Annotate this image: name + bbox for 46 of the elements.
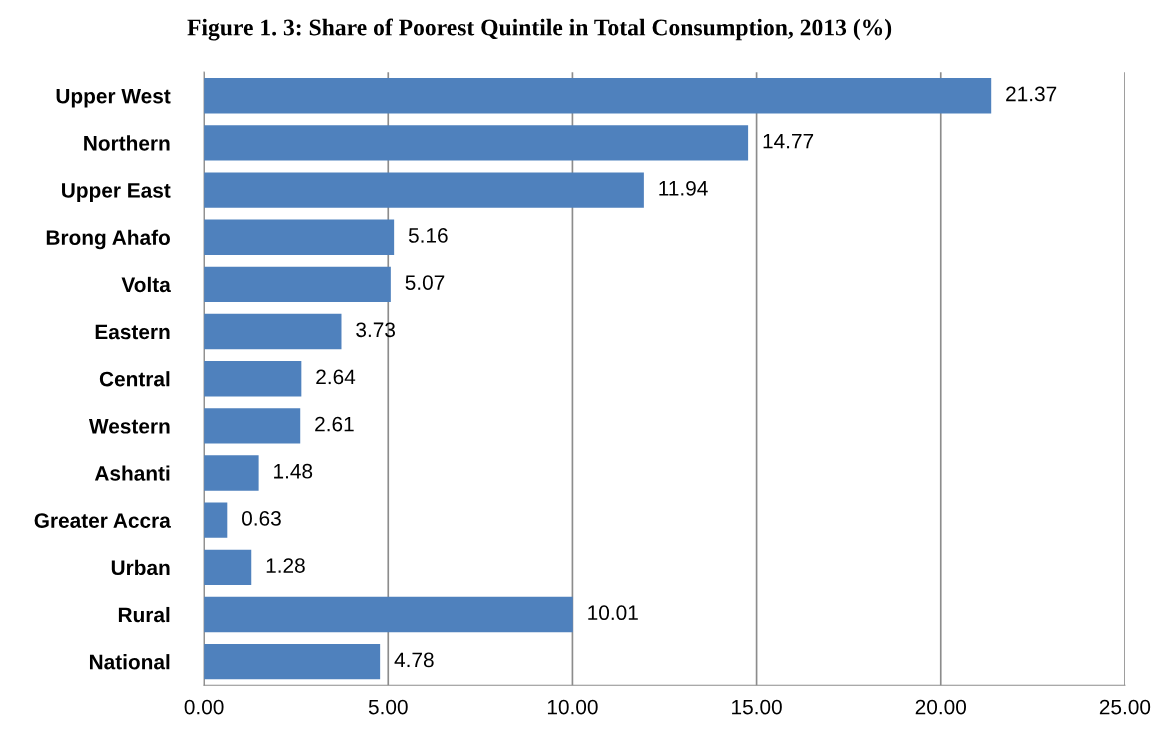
data-label: 4.78 bbox=[394, 652, 434, 668]
y-tick-label: Urban bbox=[111, 559, 170, 576]
data-label: 1.28 bbox=[266, 558, 305, 573]
y-tick-label: Upper West bbox=[56, 88, 171, 108]
bar bbox=[204, 408, 301, 444]
data-label: 21.37 bbox=[1006, 86, 1057, 102]
data-label: 11.94 bbox=[659, 180, 708, 196]
data-label: 2.64 bbox=[316, 369, 356, 385]
bar bbox=[204, 361, 302, 397]
chart-title: Figure 1. 3: Share of Poorest Quintile in Total Consumption, 2013 (%) bbox=[187, 18, 892, 41]
data-label: 2.61 bbox=[315, 416, 354, 432]
y-tick-label: National bbox=[89, 654, 170, 670]
y-tick-label: Volta bbox=[121, 276, 171, 293]
y-tick-label: Greater Accra bbox=[34, 513, 171, 528]
y-tick-label: Brong Ahafo bbox=[46, 229, 170, 250]
data-label: 14.77 bbox=[763, 133, 814, 149]
x-tick-label: 5.00 bbox=[368, 699, 408, 715]
y-tick-label: Central bbox=[99, 371, 170, 387]
y-tick-label: Rural bbox=[118, 606, 170, 623]
y-tick-label: Ashanti bbox=[94, 465, 170, 481]
bar bbox=[204, 549, 252, 586]
data-label: 10.01 bbox=[588, 605, 638, 621]
data-label: 1.48 bbox=[274, 463, 313, 479]
y-tick-label: Northern bbox=[84, 135, 170, 151]
bar bbox=[204, 643, 381, 680]
data-label: 3.73 bbox=[356, 322, 396, 338]
data-label: 0.63 bbox=[242, 511, 281, 526]
bar bbox=[204, 219, 395, 255]
y-tick-label: Eastern bbox=[95, 324, 170, 340]
bar bbox=[204, 502, 228, 538]
x-tick-label: 10.00 bbox=[547, 699, 598, 715]
data-label: 5.07 bbox=[405, 275, 445, 290]
x-tick-label: 15.00 bbox=[732, 699, 782, 715]
data-label: 5.16 bbox=[408, 228, 448, 243]
bar bbox=[204, 78, 992, 114]
y-tick-label: Western bbox=[88, 419, 170, 434]
bar bbox=[204, 596, 573, 633]
y-tick-label: Upper East bbox=[62, 183, 171, 202]
x-tick-label: 25.00 bbox=[1099, 699, 1151, 715]
bar bbox=[204, 172, 644, 208]
bar bbox=[204, 266, 391, 303]
bar bbox=[204, 455, 259, 491]
bar bbox=[204, 313, 342, 350]
x-tick-label: 20.00 bbox=[915, 699, 966, 715]
bar bbox=[204, 125, 749, 161]
x-tick-label: 0.00 bbox=[184, 699, 224, 715]
